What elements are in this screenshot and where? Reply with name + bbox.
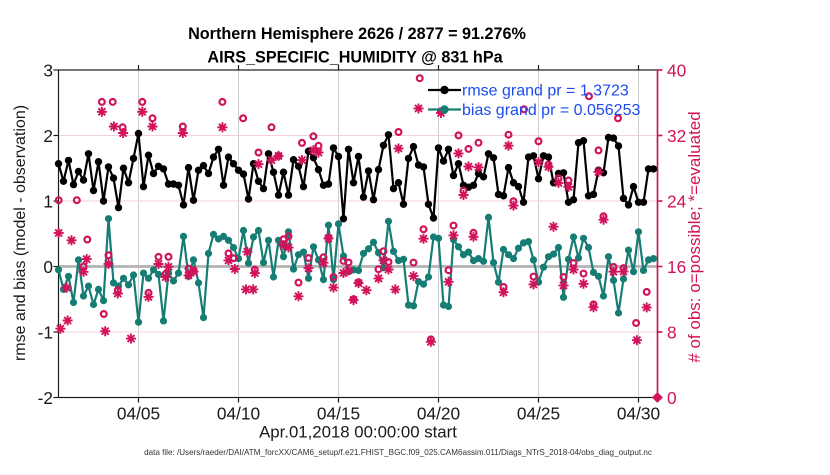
svg-text:04/15: 04/15	[317, 404, 360, 424]
svg-text:rmse grand pr = 1.3723: rmse grand pr = 1.3723	[462, 83, 629, 100]
svg-text:-1: -1	[38, 322, 53, 342]
svg-text:16: 16	[667, 257, 686, 277]
svg-text:24: 24	[667, 191, 687, 211]
svg-text:04/30: 04/30	[617, 404, 660, 424]
svg-text:-2: -2	[38, 388, 53, 408]
svg-text:04/05: 04/05	[117, 404, 160, 424]
svg-text:3: 3	[43, 60, 53, 80]
svg-text:Apr.01,2018 00:00:00 start: Apr.01,2018 00:00:00 start	[259, 423, 457, 442]
svg-text:0: 0	[667, 388, 677, 408]
svg-text:Northern Hemisphere 2626 / 287: Northern Hemisphere 2626 / 2877 = 91.276…	[188, 25, 526, 43]
svg-text:04/10: 04/10	[217, 404, 260, 424]
svg-text:40: 40	[667, 60, 686, 80]
svg-text:1: 1	[43, 191, 53, 211]
svg-text:2: 2	[43, 126, 53, 146]
svg-text:04/20: 04/20	[417, 404, 460, 424]
svg-text:AIRS_SPECIFIC_HUMIDITY @ 831 h: AIRS_SPECIFIC_HUMIDITY @ 831 hPa	[207, 49, 503, 67]
svg-text:04/25: 04/25	[517, 404, 560, 424]
svg-text:8: 8	[667, 322, 677, 342]
svg-text:32: 32	[667, 126, 686, 146]
svg-text:rmse and bias (model - observa: rmse and bias (model - observation)	[12, 105, 29, 361]
svg-text:data file: /Users/raeder/DAI/A: data file: /Users/raeder/DAI/ATM_forcXX/…	[144, 448, 652, 457]
svg-text:# of obs: o=possible; *=evalua: # of obs: o=possible; *=evaluated	[685, 111, 704, 362]
svg-text:0: 0	[43, 257, 53, 277]
svg-text:bias grand pr = 0.056253: bias grand pr = 0.056253	[462, 102, 640, 119]
